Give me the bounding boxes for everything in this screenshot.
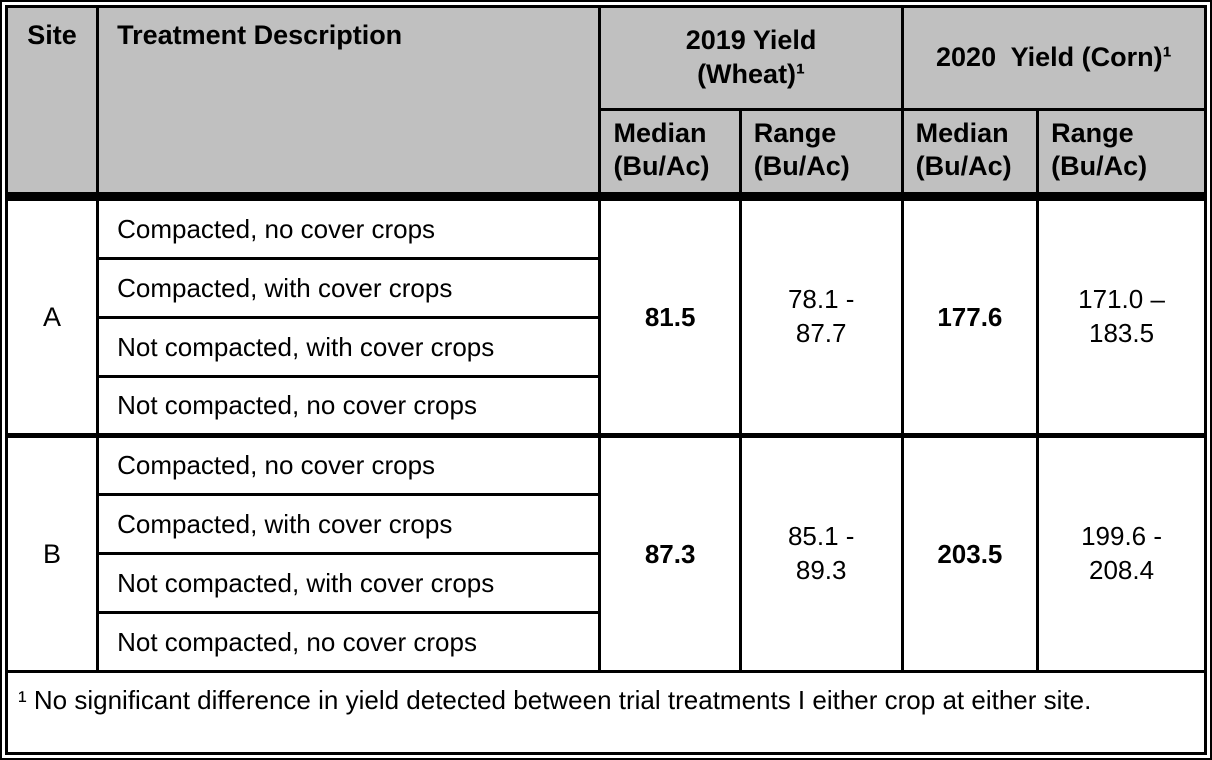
site-b-2020-range: 199.6 - 208.4 (1036, 433, 1207, 673)
column-header-2019-yield-wheat: 2019 Yield (Wheat)¹ (598, 5, 904, 111)
site-b-label: B (4, 433, 100, 673)
site-a-2019-median: 81.5 (598, 198, 742, 437)
header-body-divider-line (5, 192, 1207, 201)
treatment-cell: Compacted, with cover crops (96, 493, 602, 555)
treatment-cell: Compacted, with cover crops (96, 257, 602, 319)
yield-trial-table: Site Treatment Description 2019 Yield (W… (4, 5, 1208, 755)
column-header-treatment: Treatment Description (96, 5, 602, 197)
header-row-groups: Site Treatment Description 2019 Yield (W… (4, 5, 1208, 197)
table-row: Compacted, with cover crops (7, 257, 1206, 319)
table-row: B Compacted, no cover crops 87.3 85.1 - … (4, 433, 1207, 673)
site-a-2019-range: 78.1 - 87.7 (738, 198, 904, 437)
column-header-site: Site (4, 5, 100, 197)
column-header-2020-yield-corn: 2020 Yield (Corn)¹ (900, 5, 1208, 111)
column-header-2019-median: Median (Bu/Ac) (598, 107, 742, 197)
site-b-2020-median: 203.5 (900, 433, 1040, 673)
table-row: Not compacted, with cover crops (7, 316, 1206, 378)
table-row: Not compacted, no cover crops (7, 375, 1206, 437)
table-row: Compacted, with cover crops (7, 493, 1206, 555)
column-header-2020-range: Range (Bu/Ac) (1036, 107, 1207, 197)
table-row: A Compacted, no cover crops 81.5 78.1 - … (4, 198, 1207, 437)
treatment-cell: Not compacted, no cover crops (96, 611, 602, 673)
treatment-cell: Not compacted, no cover crops (96, 375, 602, 437)
footnote-row: ¹ No significant difference in yield det… (5, 670, 1207, 755)
site-a-label: A (4, 198, 100, 437)
table-row: Not compacted, no cover crops (7, 611, 1206, 673)
column-header-2020-median: Median (Bu/Ac) (900, 107, 1040, 197)
treatment-cell: Compacted, no cover crops (96, 433, 602, 496)
treatment-cell: Not compacted, with cover crops (96, 552, 602, 614)
site-a-2020-range: 171.0 – 183.5 (1036, 198, 1207, 437)
site-b-2019-median: 87.3 (598, 433, 742, 673)
site-b-2019-range: 85.1 - 89.3 (738, 433, 904, 673)
header-body-divider (5, 192, 1207, 201)
treatment-cell: Compacted, no cover crops (96, 198, 602, 260)
treatment-cell: Not compacted, with cover crops (96, 316, 602, 378)
table-footnote: ¹ No significant difference in yield det… (5, 670, 1207, 755)
table-row: Not compacted, with cover crops (7, 552, 1206, 614)
header-row-subcolumns: Median (Bu/Ac) Range (Bu/Ac) Median (Bu/… (7, 107, 1207, 197)
column-header-2019-range: Range (Bu/Ac) (738, 107, 904, 197)
site-a-2020-median: 177.6 (900, 198, 1040, 437)
